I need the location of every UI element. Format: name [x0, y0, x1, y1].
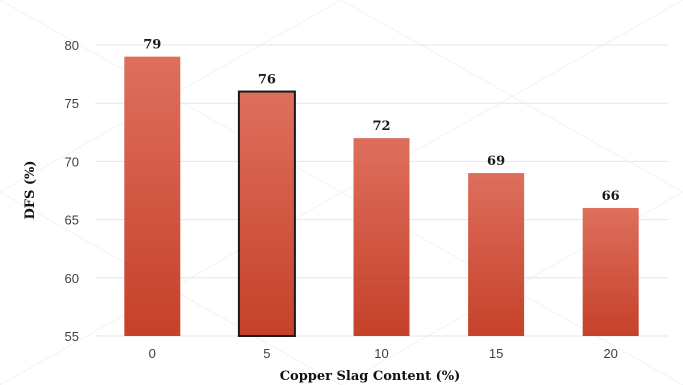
data-label-5: 76: [258, 73, 276, 88]
x-axis-tick-labels: 0 5 10 15 20: [149, 346, 618, 361]
data-label-10: 72: [372, 119, 390, 134]
bar-5: [237, 90, 296, 337]
y-tick-label: 65: [65, 213, 79, 228]
y-tick-label: 80: [65, 38, 79, 53]
y-tick-label: 70: [65, 154, 79, 169]
data-label-15: 69: [487, 154, 505, 169]
x-tick-label-20: 20: [603, 346, 617, 361]
bar-20: [582, 207, 639, 336]
bars: [124, 56, 639, 337]
x-tick-label-0: 0: [149, 346, 156, 361]
y-axis-tick-labels: 55 60 65 70 75 80: [65, 38, 79, 344]
y-tick-label: 60: [65, 271, 79, 286]
x-tick-label-5: 5: [263, 346, 270, 361]
y-axis-title: DFS (%): [23, 160, 38, 219]
x-axis-title: Copper Slag Content (%): [280, 369, 461, 384]
y-tick-label: 75: [65, 96, 79, 111]
bar-15: [468, 173, 525, 336]
y-tick-label: 55: [65, 329, 79, 344]
x-tick-label-15: 15: [489, 346, 503, 361]
bar-10: [353, 138, 410, 336]
data-label-0: 79: [143, 38, 161, 53]
x-tick-label-10: 10: [374, 346, 388, 361]
bar-0: [124, 56, 181, 336]
data-labels: 79 76 72 69 66: [143, 38, 619, 204]
data-label-20: 66: [602, 189, 620, 204]
